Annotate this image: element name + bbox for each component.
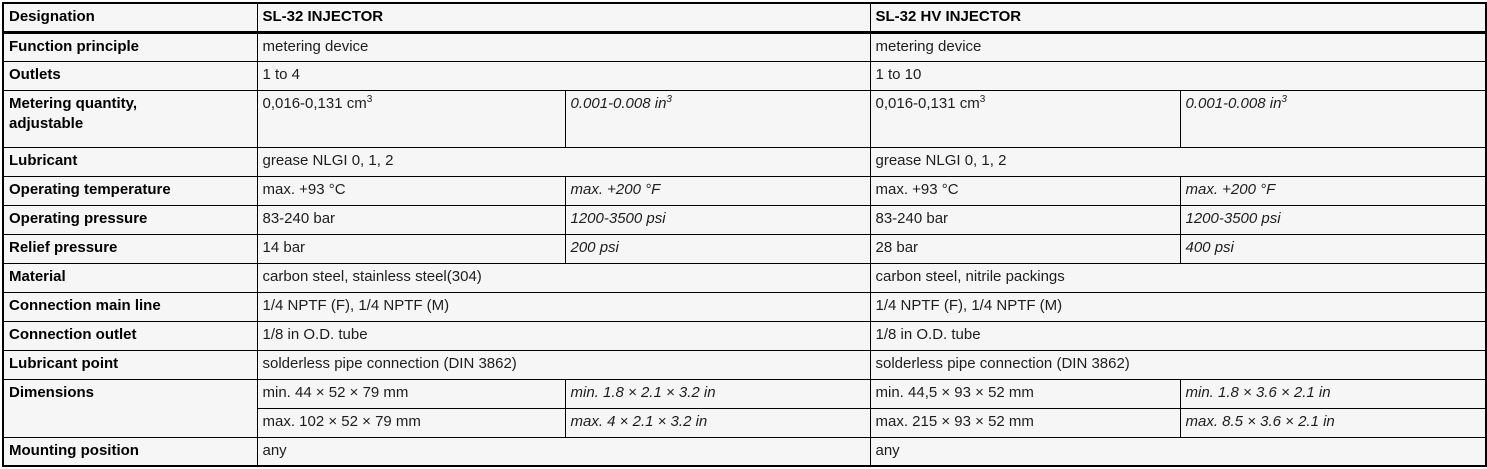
cell-hv-imperial-dimensions-min: min. 1.8 × 3.6 × 2.1 in: [1179, 378, 1487, 409]
cell-hv-metric-dimensions-max: max. 215 × 93 × 52 mm: [869, 407, 1181, 438]
row-operating-pressure: Operating pressure 83-240 bar 1200-3500 …: [2, 204, 1487, 235]
cell-sl32-connection-main-line: 1/4 NPTF (F), 1/4 NPTF (M): [256, 291, 871, 322]
row-connection-main-line: Connection main line 1/4 NPTF (F), 1/4 N…: [2, 291, 1487, 322]
cell-sl32-metric-dimensions-max: max. 102 × 52 × 79 mm: [256, 407, 566, 438]
cell-hv-metric-relief-pressure: 28 bar: [869, 233, 1181, 264]
cell-hv-outlets: 1 to 10: [869, 60, 1487, 91]
cell-hv-metric-dimensions-min: min. 44,5 × 93 × 52 mm: [869, 378, 1181, 409]
cell-hv-connection-main-line: 1/4 NPTF (F), 1/4 NPTF (M): [869, 291, 1487, 322]
label-line-1: Metering quantity,: [9, 94, 138, 112]
cell-sl32-imperial-operating-pressure: 1200-3500 psi: [564, 204, 871, 235]
cell-hv-imperial-metering-quantity: 0.001-0.008 in3: [1179, 89, 1487, 148]
row-lubricant: Lubricant grease NLGI 0, 1, 2 grease NLG…: [2, 146, 1487, 177]
cell-sl32-connection-outlet: 1/8 in O.D. tube: [256, 320, 871, 351]
cell-hv-metric-operating-temperature: max. +93 °C: [869, 175, 1181, 206]
cell-sl32-imperial-dimensions-min: min. 1.8 × 2.1 × 3.2 in: [564, 378, 871, 409]
cell-hv-imperial-dimensions-max: max. 8.5 × 3.6 × 2.1 in: [1179, 407, 1487, 438]
row-outlets: Outlets 1 to 4 1 to 10: [2, 60, 1487, 91]
row-label-relief-pressure: Relief pressure: [2, 233, 258, 264]
row-label-lubricant-point: Lubricant point: [2, 349, 258, 380]
cell-sl32-imperial-metering-quantity: 0.001-0.008 in3: [564, 89, 871, 148]
cell-hv-imperial-operating-temperature: max. +200 °F: [1179, 175, 1487, 206]
cell-sl32-mounting-position: any: [256, 436, 871, 467]
cell-hv-material: carbon steel, nitrile packings: [869, 262, 1487, 293]
superscript: 3: [979, 93, 986, 105]
row-relief-pressure: Relief pressure 14 bar 200 psi 28 bar 40…: [2, 233, 1487, 264]
row-label-designation: Designation: [2, 2, 258, 34]
superscript: 3: [1281, 93, 1287, 105]
cell-hv-lubricant: grease NLGI 0, 1, 2: [869, 146, 1487, 177]
row-label-material: Material: [2, 262, 258, 293]
row-label-connection-main-line: Connection main line: [2, 291, 258, 322]
cell-hv-imperial-operating-pressure: 1200-3500 psi: [1179, 204, 1487, 235]
row-operating-temperature: Operating temperature max. +93 °C max. +…: [2, 175, 1487, 206]
row-designation: Designation SL-32 INJECTOR SL-32 HV INJE…: [2, 2, 1487, 34]
metering-value: 0,016-0,131 cm: [875, 94, 980, 112]
superscript: 3: [666, 93, 672, 105]
row-dimensions-max: max. 102 × 52 × 79 mm max. 4 × 2.1 × 3.2…: [3, 407, 1487, 438]
cell-sl32-metric-operating-temperature: max. +93 °C: [256, 175, 566, 206]
cell-sl32-metric-operating-pressure: 83-240 bar: [256, 204, 566, 235]
row-label-mounting-position: Mounting position: [2, 436, 258, 467]
cell-sl32-metric-relief-pressure: 14 bar: [256, 233, 566, 264]
cell-hv-function-principle: metering device: [869, 31, 1487, 62]
superscript: 3: [366, 93, 373, 105]
cell-sl32-designation: SL-32 INJECTOR: [256, 2, 871, 34]
cell-sl32-metric-metering-quantity: 0,016-0,131 cm3: [256, 89, 566, 148]
cell-sl32-imperial-dimensions-max: max. 4 × 2.1 × 3.2 in: [564, 407, 871, 438]
row-label-lubricant: Lubricant: [2, 146, 258, 177]
row-label-metering-quantity: Metering quantity, adjustable: [2, 89, 258, 148]
metering-value: 0.001-0.008 in: [570, 94, 667, 112]
label-line-2: adjustable: [9, 114, 84, 132]
cell-sl32-function-principle: metering device: [256, 31, 871, 62]
cell-hv-lubricant-point: solderless pipe connection (DIN 3862): [869, 349, 1487, 380]
metering-value: 0,016-0,131 cm: [262, 94, 367, 112]
cell-hv-imperial-relief-pressure: 400 psi: [1179, 233, 1487, 264]
row-connection-outlet: Connection outlet 1/8 in O.D. tube 1/8 i…: [2, 320, 1487, 351]
cell-hv-connection-outlet: 1/8 in O.D. tube: [869, 320, 1487, 351]
row-label-function-principle: Function principle: [2, 31, 258, 62]
cell-sl32-imperial-operating-temperature: max. +200 °F: [564, 175, 871, 206]
row-label-dimensions: Dimensions: [2, 378, 258, 438]
cell-sl32-metric-dimensions-min: min. 44 × 52 × 79 mm: [256, 378, 566, 409]
cell-sl32-material: carbon steel, stainless steel(304): [256, 262, 871, 293]
cell-hv-designation: SL-32 HV INJECTOR: [869, 2, 1487, 34]
row-label-operating-pressure: Operating pressure: [2, 204, 258, 235]
row-function-principle: Function principle metering device meter…: [2, 31, 1487, 62]
row-dimensions-min: Dimensions min. 44 × 52 × 79 mm min. 1.8…: [2, 378, 1487, 438]
metering-value: 0.001-0.008 in: [1185, 94, 1282, 112]
cell-sl32-lubricant-point: solderless pipe connection (DIN 3862): [256, 349, 871, 380]
row-lubricant-point: Lubricant point solderless pipe connecti…: [2, 349, 1487, 380]
row-metering-quantity: Metering quantity, adjustable 0,016-0,13…: [2, 89, 1487, 148]
cell-sl32-imperial-relief-pressure: 200 psi: [564, 233, 871, 264]
row-label-outlets: Outlets: [2, 60, 258, 91]
cell-hv-mounting-position: any: [869, 436, 1487, 467]
row-label-connection-outlet: Connection outlet: [2, 320, 258, 351]
cell-sl32-outlets: 1 to 4: [256, 60, 871, 91]
row-material: Material carbon steel, stainless steel(3…: [2, 262, 1487, 293]
row-mounting-position: Mounting position any any: [2, 436, 1487, 467]
row-label-operating-temperature: Operating temperature: [2, 175, 258, 206]
cell-hv-metric-metering-quantity: 0,016-0,131 cm3: [869, 89, 1181, 148]
cell-sl32-lubricant: grease NLGI 0, 1, 2: [256, 146, 871, 177]
cell-hv-metric-operating-pressure: 83-240 bar: [869, 204, 1181, 235]
